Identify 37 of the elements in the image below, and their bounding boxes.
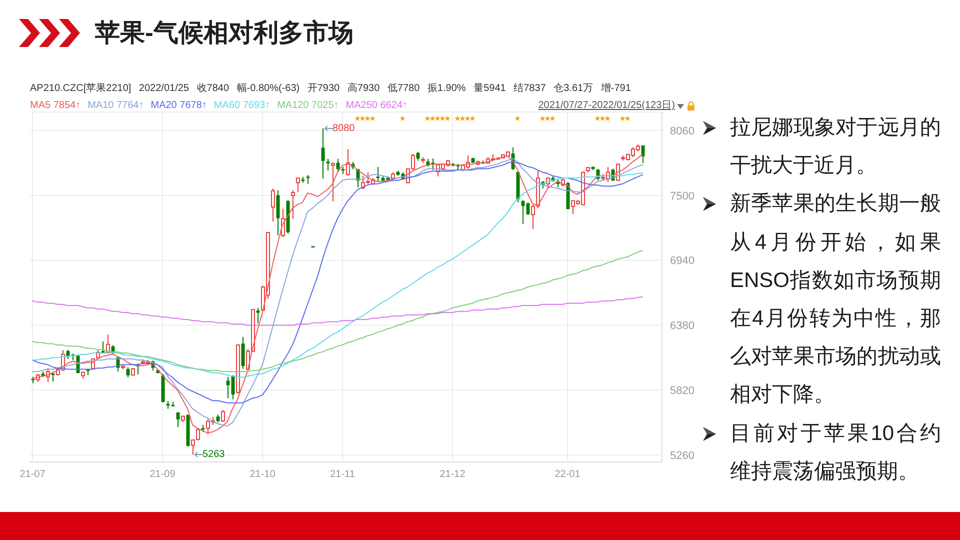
text: MA10 (88, 100, 114, 111)
candlestick (321, 128, 325, 180)
x-tick-label: 22-01 (554, 469, 581, 480)
y-tick-label: 6380 (670, 320, 694, 332)
text: MA20 (150, 100, 177, 111)
text: 目前对于苹果10合约维持震荡偏强预期。 (730, 422, 941, 483)
x-tick-label: 21-10 (250, 469, 276, 480)
x-tick-label: 21-12 (440, 469, 466, 480)
text: MA5 (30, 100, 51, 111)
y-tick-label: 6940 (670, 255, 694, 268)
candlestick (176, 412, 180, 428)
text: AP210.CZC[苹果2210] 2022/01/25 收7840 幅-0.80%(-63) 开7930 高7930 低7780 振1.90% 量5941 结7837 仓3.61万 增-791 (30, 83, 631, 95)
text: MA120 (277, 100, 309, 111)
y-tick-label: 5260 (670, 450, 694, 462)
y-tick-label: 5820 (670, 385, 694, 398)
x-tick-label: 21-11 (330, 469, 356, 480)
text: MA60 (214, 100, 240, 111)
text: 7854↑ (53, 100, 81, 111)
text: 6624↑ (380, 100, 408, 111)
text: 新季苹果的生长期一般从4月份开始，如果ENSO指数如市场预期在4月份转为中性，那么对苹果市场的扰动或相对下降。 (730, 192, 941, 406)
annotation: 8080 (332, 122, 355, 135)
x-tick-label: 21-07 (20, 469, 46, 480)
y-tick-label: 7500 (670, 190, 694, 202)
text: 7025↑ (312, 100, 339, 111)
chart-title: 苹果-气候相对利多市场 (95, 18, 354, 49)
text: 7764↑ (116, 100, 144, 111)
line-series (32, 250, 643, 372)
x-tick-label: 21-09 (150, 469, 176, 480)
text: MA250 (346, 100, 378, 111)
line-series (32, 296, 643, 326)
annotation: 5263 (202, 448, 225, 462)
y-tick-label: 8060 (670, 125, 694, 138)
candlestick (276, 190, 280, 236)
text: 拉尼娜现象对于远月的干扰大于近月。 (730, 116, 941, 178)
text: 7693↑ (242, 100, 270, 111)
text: 2021/07/27-2022/01/25(123日) (538, 100, 675, 111)
text: 7678↑ (180, 100, 207, 111)
